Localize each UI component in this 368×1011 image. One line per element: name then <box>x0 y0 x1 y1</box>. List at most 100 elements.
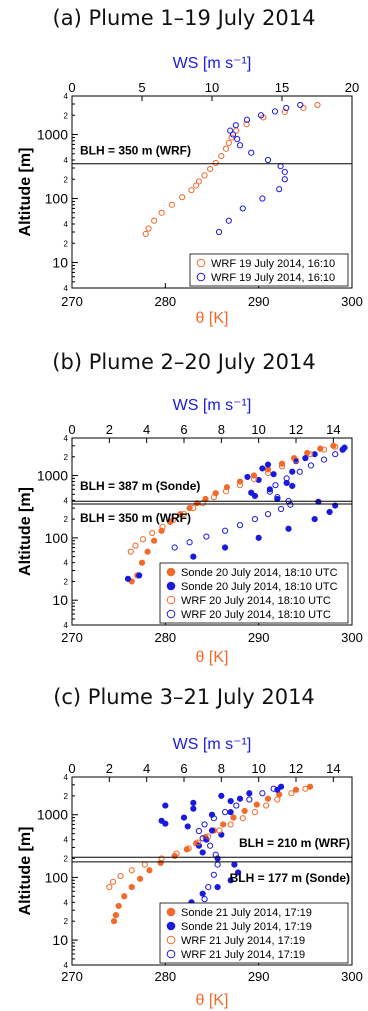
data-point <box>234 135 241 143</box>
data-point <box>201 821 208 828</box>
data-point <box>288 790 295 797</box>
y-minor-label: 4 <box>64 961 69 970</box>
x-top-tick-label: 12 <box>289 761 303 776</box>
data-point <box>239 205 246 212</box>
data-point <box>158 817 165 824</box>
data-point <box>128 884 135 891</box>
data-point <box>193 182 200 189</box>
data-point <box>222 488 230 495</box>
data-point <box>277 163 284 170</box>
data-point <box>220 821 227 828</box>
data-point <box>266 488 273 495</box>
data-point <box>199 849 206 856</box>
data-point <box>259 790 266 797</box>
x-bottom-tick-label: 300 <box>341 294 363 309</box>
y-minor-label: 2 <box>64 515 69 524</box>
data-point <box>251 515 259 523</box>
data-point <box>201 172 208 179</box>
data-point <box>264 461 272 468</box>
panel-c: (c) Plume 3–21 July 2014 10 100 1000 4 2 4 2 4 2… <box>0 665 368 1011</box>
data-point <box>168 201 175 208</box>
x-top-tick-label: 10 <box>205 80 219 95</box>
data-point <box>270 785 277 792</box>
data-point <box>285 525 292 532</box>
data-point <box>264 795 272 802</box>
legend-marker <box>166 595 176 605</box>
data-point <box>320 456 328 463</box>
x-top-tick-label: 0 <box>68 80 75 95</box>
data-point <box>142 230 149 238</box>
data-point <box>292 786 300 793</box>
data-point <box>228 134 235 141</box>
data-point <box>137 875 144 882</box>
blh-label: BLH = 350 m (WRF) <box>80 144 191 158</box>
data-point <box>169 517 176 524</box>
data-point <box>141 861 148 868</box>
x-bottom-tick-label: 270 <box>61 969 83 984</box>
legend-marker <box>166 935 176 945</box>
data-point <box>195 827 203 835</box>
data-point <box>332 443 339 450</box>
legend-marker <box>196 258 206 268</box>
data-point <box>117 872 124 880</box>
data-point <box>110 918 118 925</box>
data-point <box>250 475 258 483</box>
data-point <box>199 500 206 507</box>
legend-label: WRF 19 July 2014, 16:10 <box>211 258 335 270</box>
legend-label: WRF 21 July 2014, 17:19 <box>181 949 305 961</box>
y-minor-label: 4 <box>64 773 69 782</box>
data-point <box>207 165 214 173</box>
data-point <box>138 559 146 566</box>
data-point <box>302 455 309 462</box>
y-tick-label: 100 <box>45 191 69 207</box>
legend-label: Sonde 20 July 2014, 18:10 UTC <box>181 581 338 593</box>
data-point <box>270 471 277 478</box>
y-minor-label: 4 <box>64 836 69 845</box>
data-point <box>246 790 253 797</box>
data-point <box>124 575 132 582</box>
data-point <box>210 815 217 822</box>
data-point <box>289 468 296 475</box>
x-bottom-tick-label: 290 <box>248 630 270 645</box>
data-point <box>248 489 255 496</box>
panel-a: (a) Plume 1–19 July 2014 10 100 1000 4 2 4 2 4 2… <box>0 0 368 330</box>
data-point <box>281 176 288 183</box>
data-point <box>127 548 134 555</box>
data-point <box>210 871 217 878</box>
legend-label: Sonde 20 July 2014, 18:10 UTC <box>181 567 338 579</box>
x-bottom-tick-label: 290 <box>248 969 270 984</box>
x-top-tick-label: 4 <box>143 422 150 437</box>
data-point <box>263 802 270 809</box>
data-point <box>264 469 272 477</box>
legend-box <box>159 902 349 964</box>
data-point <box>179 194 186 201</box>
data-point <box>190 505 197 512</box>
data-point <box>227 877 234 884</box>
data-point <box>214 884 221 891</box>
x-top-axis-label: WS [m s⁻¹] <box>173 397 252 414</box>
y-minor-label: 2 <box>64 239 69 248</box>
x-top-axis-label: WS [m s⁻¹] <box>173 736 252 753</box>
x-top-tick-label: 14 <box>326 761 340 776</box>
y-tick-label: 10 <box>52 932 68 948</box>
x-top-tick-label: 5 <box>138 80 145 95</box>
y-minor-label: 2 <box>64 111 69 120</box>
data-point <box>208 827 216 834</box>
data-point <box>235 869 242 876</box>
legend-label: WRF 19 July 2014, 16:10 <box>211 272 335 284</box>
data-point <box>241 807 248 815</box>
data-point <box>151 537 158 544</box>
data-point <box>132 542 139 549</box>
data-point <box>186 539 193 546</box>
data-point <box>264 156 272 164</box>
data-point <box>199 890 206 897</box>
x-top-tick-label: 6 <box>180 761 187 776</box>
y-tick-label: 10 <box>52 592 68 608</box>
data-point <box>314 101 321 109</box>
data-point <box>159 523 166 530</box>
x-top-tick-label: 15 <box>275 80 289 95</box>
x-top-tick-label: 12 <box>289 422 303 437</box>
y-tick-label: 10 <box>52 255 68 271</box>
data-point <box>243 121 250 128</box>
